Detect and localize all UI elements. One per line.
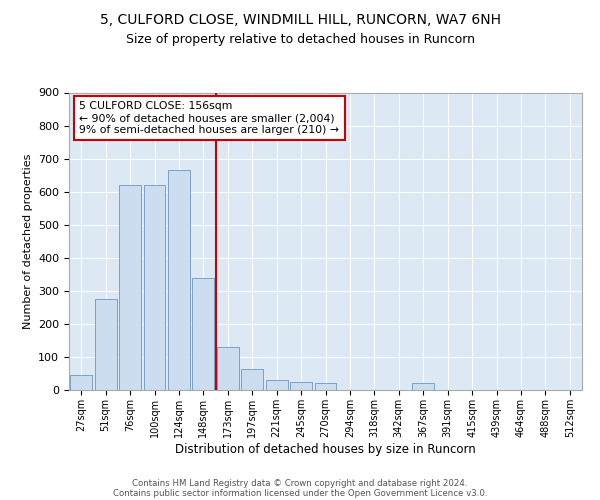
Text: Contains public sector information licensed under the Open Government Licence v3: Contains public sector information licen… (113, 488, 487, 498)
Bar (314, 384, 337, 390)
Text: 5, CULFORD CLOSE, WINDMILL HILL, RUNCORN, WA7 6NH: 5, CULFORD CLOSE, WINDMILL HILL, RUNCORN… (100, 12, 500, 26)
X-axis label: Distribution of detached houses by size in Runcorn: Distribution of detached houses by size … (175, 442, 476, 456)
Text: Contains HM Land Registry data © Crown copyright and database right 2024.: Contains HM Land Registry data © Crown c… (132, 478, 468, 488)
Bar (70, 375, 92, 390)
Bar (168, 170, 190, 390)
Bar (241, 368, 263, 390)
Y-axis label: Number of detached properties: Number of detached properties (23, 154, 32, 329)
Bar (143, 185, 166, 390)
Bar (412, 384, 434, 390)
Bar (217, 347, 239, 390)
Text: 5 CULFORD CLOSE: 156sqm
← 90% of detached houses are smaller (2,004)
9% of semi-: 5 CULFORD CLOSE: 156sqm ← 90% of detache… (79, 102, 339, 134)
Bar (95, 299, 116, 390)
Bar (266, 380, 287, 390)
Bar (119, 185, 141, 390)
Text: Size of property relative to detached houses in Runcorn: Size of property relative to detached ho… (125, 32, 475, 46)
Bar (193, 278, 214, 390)
Bar (290, 382, 312, 390)
